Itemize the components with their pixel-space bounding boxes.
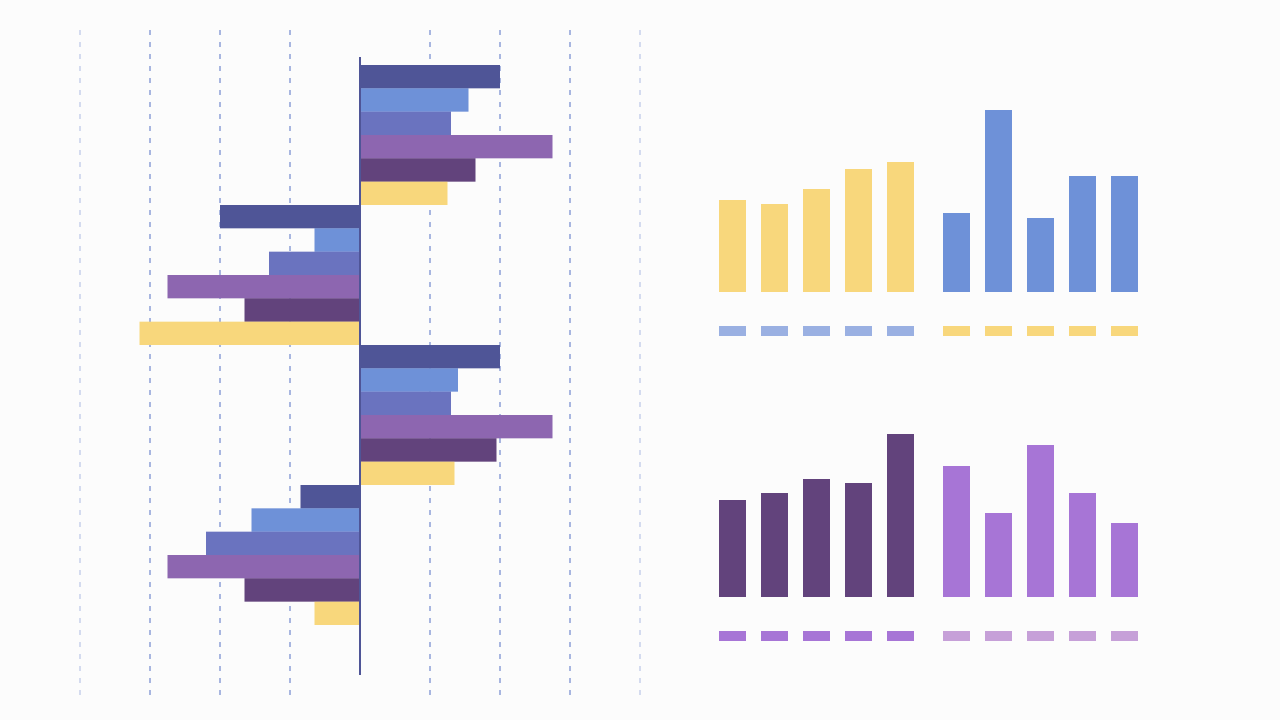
bar	[251, 508, 360, 532]
indicator	[1111, 326, 1138, 336]
bar	[803, 189, 830, 292]
indicator	[943, 631, 970, 641]
bar	[360, 88, 469, 112]
bar	[1027, 445, 1054, 597]
bar	[1069, 493, 1096, 597]
indicator	[719, 631, 746, 641]
bar	[803, 479, 830, 597]
indicator	[719, 326, 746, 336]
bar	[719, 200, 746, 292]
bar	[1111, 176, 1138, 292]
indicator	[1111, 631, 1138, 641]
bar	[244, 578, 360, 602]
bar	[220, 205, 360, 229]
bar	[360, 391, 451, 415]
bar	[761, 204, 788, 292]
indicator	[803, 631, 830, 641]
bar	[360, 111, 451, 135]
bar	[1069, 176, 1096, 292]
bar	[300, 485, 360, 509]
indicator	[1027, 631, 1054, 641]
indicator	[761, 326, 788, 336]
bar	[845, 169, 872, 292]
bar	[269, 251, 360, 275]
bar	[360, 65, 500, 89]
indicator	[1069, 326, 1096, 336]
indicator	[943, 326, 970, 336]
bar	[943, 213, 970, 292]
bar	[985, 110, 1012, 292]
indicator	[887, 631, 914, 641]
indicator	[845, 631, 872, 641]
bar	[943, 466, 970, 597]
bar	[1027, 218, 1054, 292]
bar	[985, 513, 1012, 597]
bar	[360, 345, 500, 369]
indicator	[1069, 631, 1096, 641]
bar	[167, 555, 360, 579]
bar	[360, 158, 476, 182]
bar	[887, 434, 914, 597]
indicator	[845, 326, 872, 336]
bar	[1111, 523, 1138, 597]
bar	[206, 531, 360, 555]
bar	[761, 493, 788, 597]
indicator	[803, 326, 830, 336]
bar	[360, 368, 458, 392]
bar	[360, 181, 448, 205]
bar	[360, 438, 497, 462]
bar	[314, 601, 360, 625]
indicator	[887, 326, 914, 336]
bar	[845, 483, 872, 597]
indicator	[985, 631, 1012, 641]
indicator	[985, 326, 1012, 336]
indicator	[761, 631, 788, 641]
bar	[314, 228, 360, 252]
bar	[360, 461, 455, 485]
bar	[887, 162, 914, 292]
bar	[139, 321, 360, 345]
bar	[360, 135, 553, 159]
indicator	[1027, 326, 1054, 336]
bar	[719, 500, 746, 597]
bar	[244, 298, 360, 322]
bar	[167, 275, 360, 299]
bar	[360, 415, 553, 439]
